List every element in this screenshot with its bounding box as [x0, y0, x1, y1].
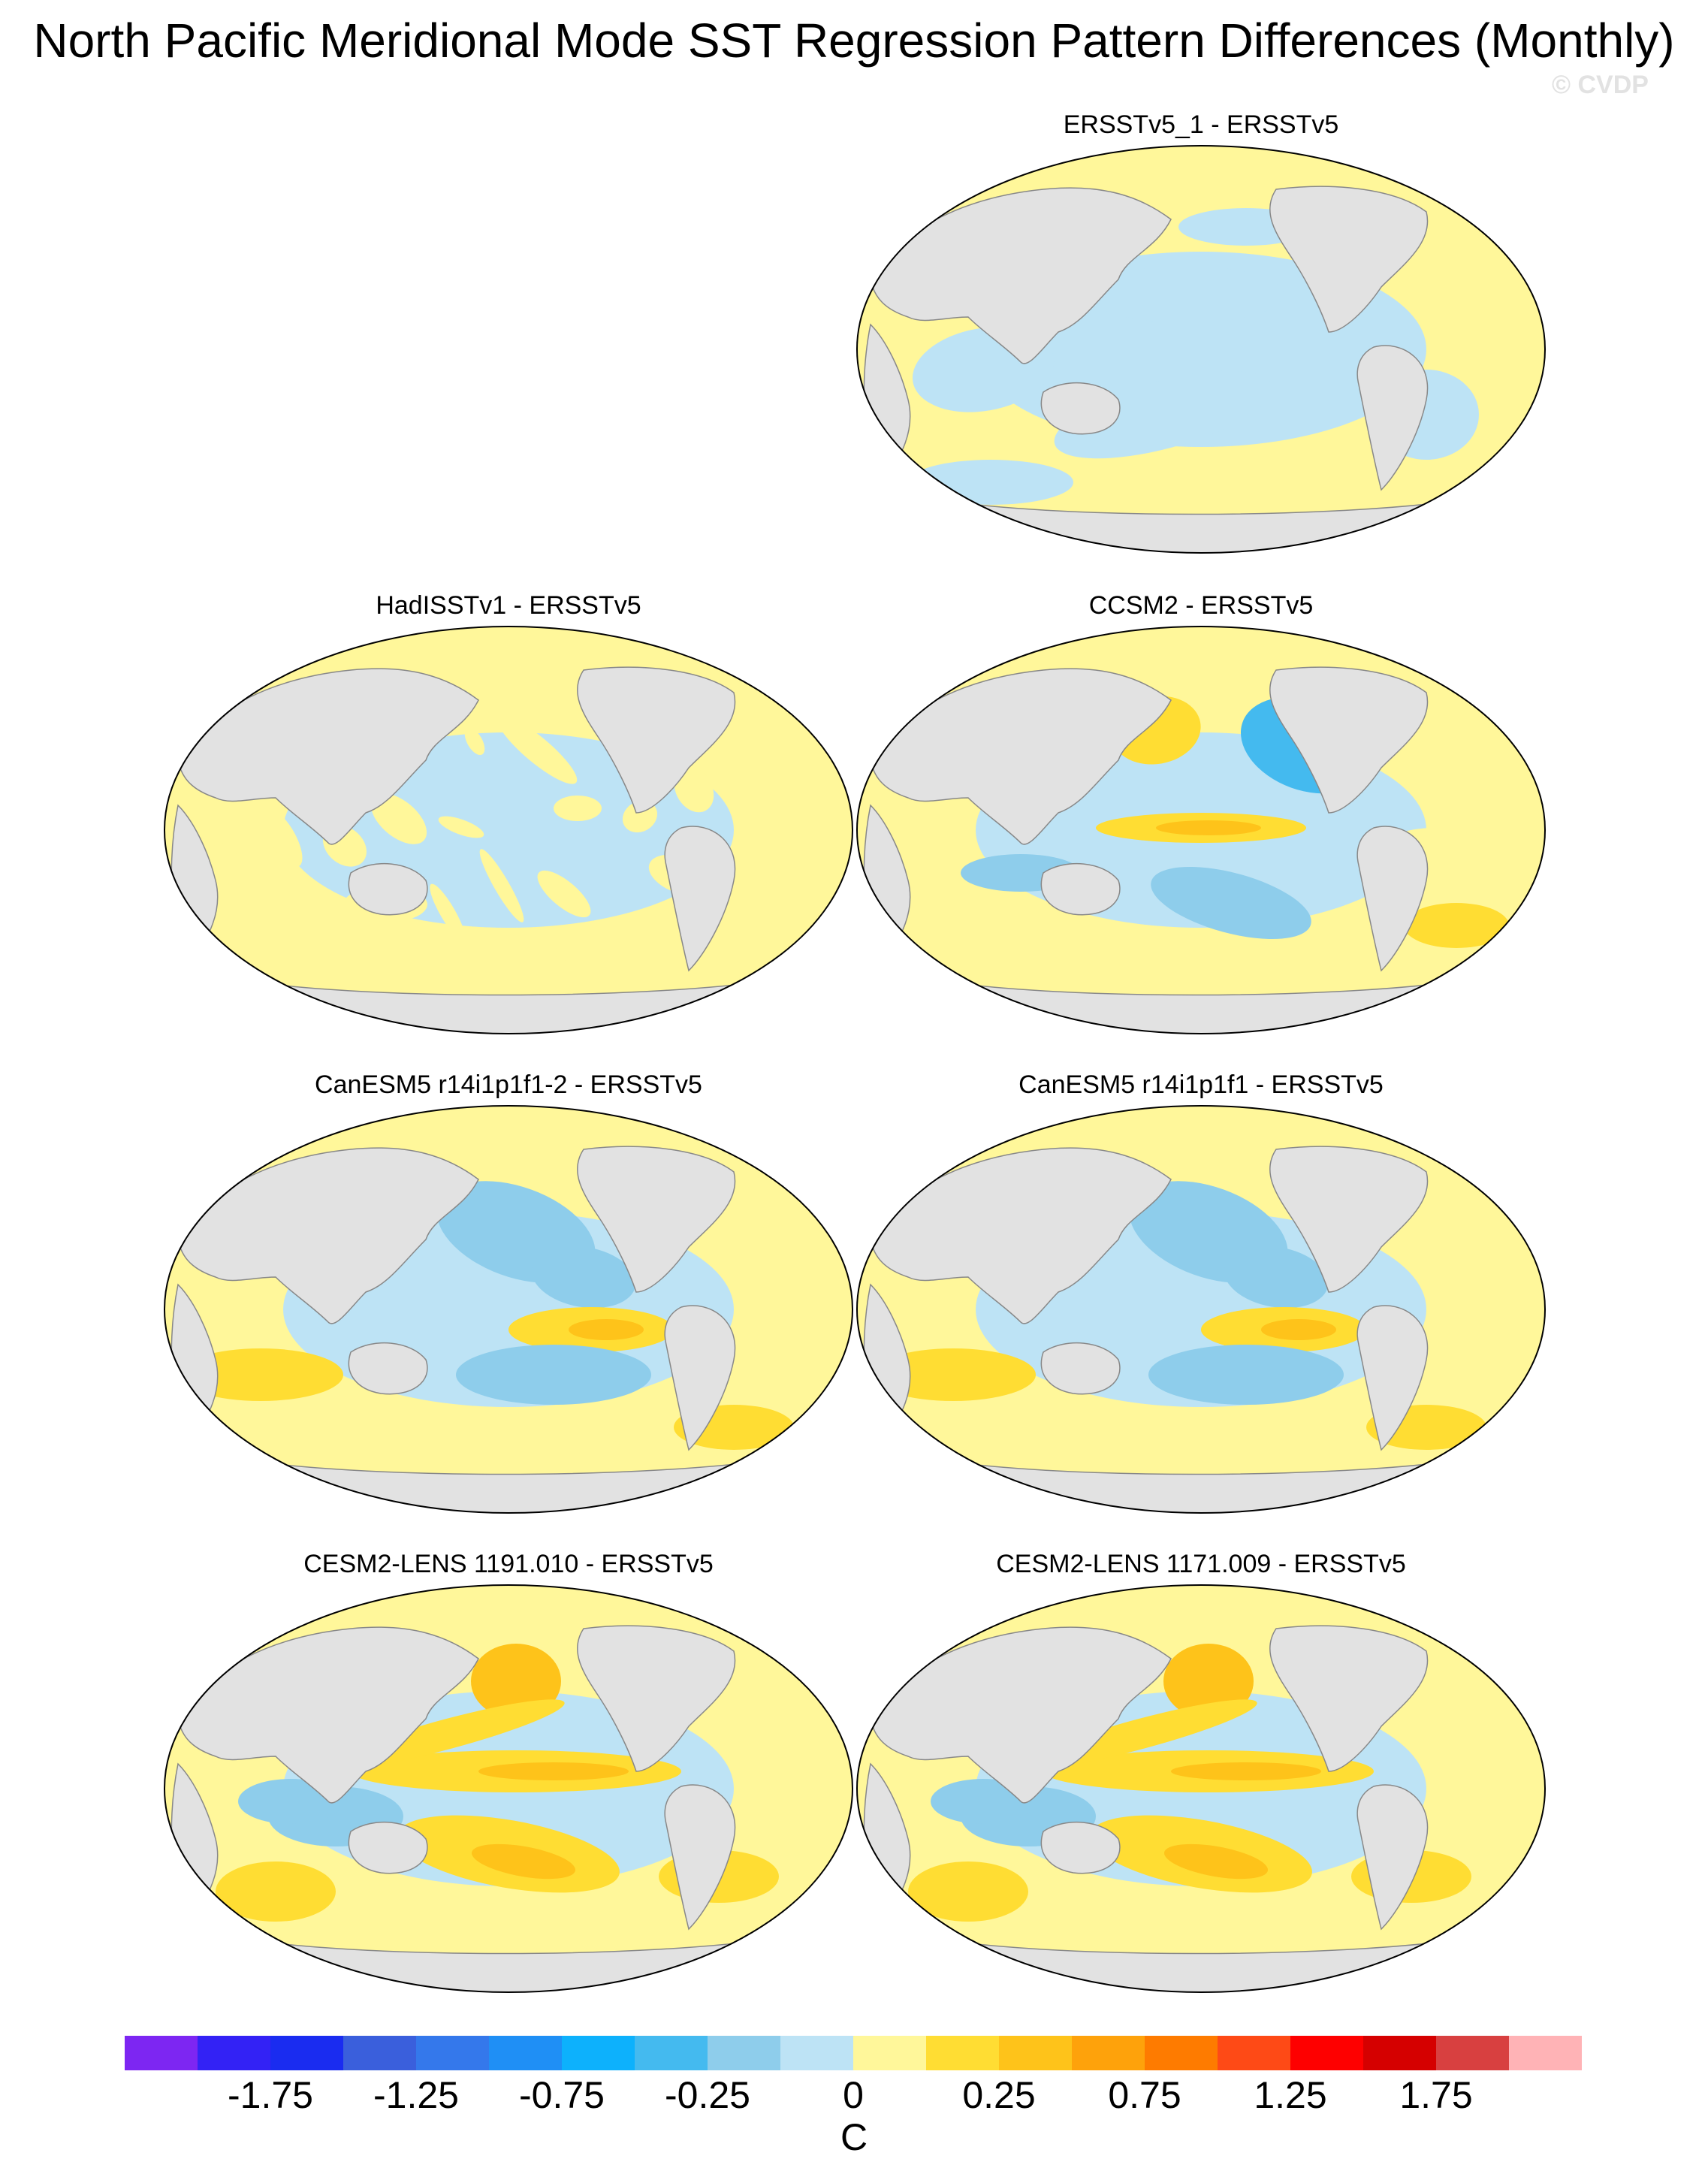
land-greenland	[1426, 1598, 1463, 1639]
colorbar-swatch	[635, 2036, 708, 2070]
land-australia	[348, 863, 428, 916]
land-eurasia	[177, 668, 479, 845]
land-south-america	[664, 826, 736, 972]
watermark: © CVDP	[1552, 71, 1649, 99]
colorbar-tick-label: 1.25	[1254, 2074, 1327, 2116]
land-north-america	[577, 666, 736, 814]
map-cesm2-1191	[164, 1584, 853, 1993]
map-canesm5	[856, 1105, 1546, 1514]
colorbar-tick-label: -1.25	[373, 2074, 459, 2116]
colorbar-swatch	[489, 2036, 562, 2070]
map-ccsm2	[856, 626, 1546, 1034]
map-panel-7: CESM2-LENS 1171.009 - ERSSTv5	[856, 1549, 1547, 1994]
map-panel-4: CanESM5 r14i1p1f1-2 - ERSSTv5	[163, 1070, 854, 1514]
panel-title: HadISSTv1 - ERSSTv5	[376, 591, 641, 620]
colorbar-swatch	[1363, 2036, 1436, 2070]
colorbar-swatch	[1509, 2036, 1582, 2070]
colorbar-tick-label: -1.75	[228, 2074, 313, 2116]
land-eurasia	[870, 668, 1172, 845]
land-greenland	[1426, 1119, 1463, 1160]
colorbar-swatch	[1072, 2036, 1145, 2070]
land-south-america	[1356, 1305, 1429, 1451]
colorbar-swatch	[1218, 2036, 1290, 2070]
colorbar-swatch	[853, 2036, 926, 2070]
colorbar-swatch	[198, 2036, 270, 2070]
map-panel-5: CanESM5 r14i1p1f1 - ERSSTv5	[856, 1070, 1547, 1514]
map-ersstv5-1	[856, 145, 1546, 554]
map-panel-3: CCSM2 - ERSSTv5	[856, 590, 1547, 1035]
land-south-america	[1356, 345, 1429, 491]
land-australia	[1040, 863, 1121, 916]
colorbar-swatch	[926, 2036, 999, 2070]
land-eurasia	[870, 187, 1172, 364]
colorbar-units: C	[840, 2116, 868, 2158]
land-australia	[348, 1342, 428, 1395]
colorbar-swatch	[1290, 2036, 1363, 2070]
colorbar-tick-label: -0.75	[519, 2074, 605, 2116]
land-south-america	[664, 1784, 736, 1931]
colorbar-swatch	[780, 2036, 853, 2070]
panel-title: CanESM5 r14i1p1f1 - ERSSTv5	[1018, 1070, 1384, 1099]
land-north-america	[1269, 666, 1429, 814]
colorbar-tick-label: -0.25	[665, 2074, 750, 2116]
map-canesm5-2	[164, 1105, 853, 1514]
colorbar-swatch	[343, 2036, 416, 2070]
map-panel-2: HadISSTv1 - ERSSTv5	[163, 590, 854, 1035]
panel-title: CanESM5 r14i1p1f1-2 - ERSSTv5	[315, 1070, 702, 1099]
land-south-america	[1356, 826, 1429, 972]
colorbar-tick-label: 1.75	[1399, 2074, 1473, 2116]
map-hadisstv1	[164, 626, 853, 1034]
colorbar-swatch	[708, 2036, 780, 2070]
colorbar-tick-label: 0.25	[962, 2074, 1036, 2116]
colorbar-swatch	[562, 2036, 635, 2070]
colorbar-swatch	[1145, 2036, 1218, 2070]
panel-title: CESM2-LENS 1191.010 - ERSSTv5	[303, 1550, 714, 1578]
panel-title: CCSM2 - ERSSTv5	[1088, 591, 1314, 620]
land-australia	[1040, 1342, 1121, 1395]
land-north-america	[577, 1146, 736, 1293]
panel-title: ERSSTv5_1 - ERSSTv5	[1063, 110, 1339, 139]
land-south-america	[1356, 1784, 1429, 1931]
land-greenland	[1426, 159, 1463, 200]
land-south-america	[664, 1305, 736, 1451]
colorbar	[125, 2036, 1582, 2070]
land-north-america	[1269, 1625, 1429, 1772]
land-greenland	[1426, 639, 1463, 681]
land-greenland	[733, 639, 771, 681]
land-greenland	[733, 1598, 771, 1639]
colorbar-tick-label: 0	[843, 2074, 864, 2116]
colorbar-tick-label: 0.75	[1108, 2074, 1181, 2116]
colorbar-swatch	[1436, 2036, 1509, 2070]
panel-title: CESM2-LENS 1171.009 - ERSSTv5	[996, 1550, 1406, 1578]
land-greenland	[733, 1119, 771, 1160]
land-north-america	[577, 1625, 736, 1772]
land-north-america	[1269, 186, 1429, 333]
colorbar-swatch	[270, 2036, 343, 2070]
colorbar-swatch	[416, 2036, 489, 2070]
colorbar-swatch	[125, 2036, 198, 2070]
figure-title: North Pacific Meridional Mode SST Regres…	[33, 14, 1675, 68]
land-eurasia	[870, 1147, 1172, 1324]
map-cesm2-1171	[856, 1584, 1546, 1993]
land-eurasia	[177, 1147, 479, 1324]
map-panel-1: ERSSTv5_1 - ERSSTv5	[856, 110, 1547, 554]
land-eurasia	[870, 1626, 1172, 1804]
land-australia	[1040, 1822, 1121, 1874]
land-eurasia	[177, 1626, 479, 1804]
land-north-america	[1269, 1146, 1429, 1293]
land-australia	[1040, 382, 1121, 435]
land-australia	[348, 1822, 428, 1874]
map-panel-6: CESM2-LENS 1191.010 - ERSSTv5	[163, 1549, 854, 1994]
colorbar-swatch	[999, 2036, 1072, 2070]
